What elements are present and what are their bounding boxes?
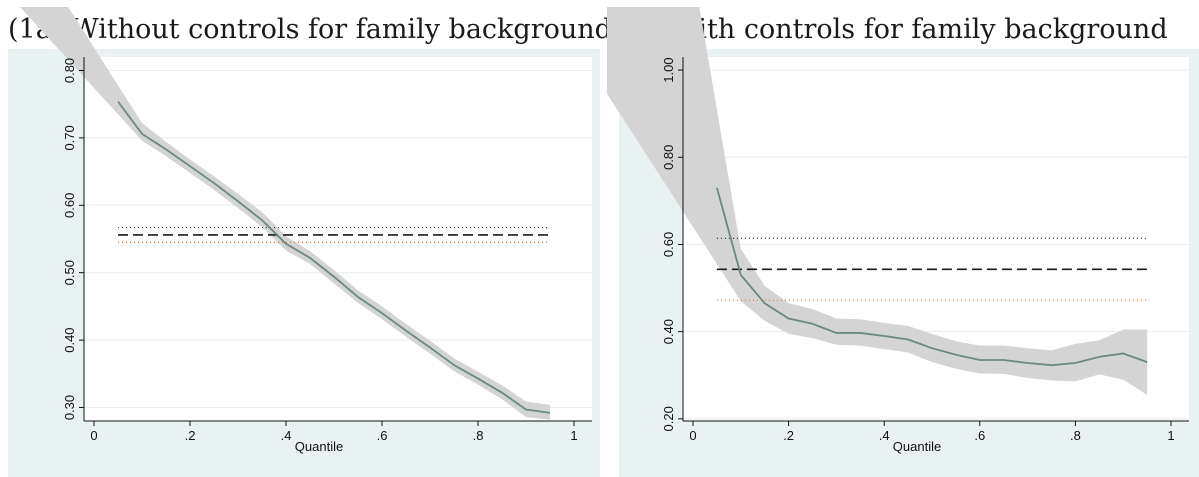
y-tick-label: 0.40 (62, 327, 77, 352)
x-tick-label: .4 (281, 428, 292, 443)
x-tick-label: 0 (689, 428, 696, 443)
y-tick-label: 0.60 (661, 232, 676, 257)
chart-1b-svg: 0.20 0.40 0.60 0.80 1.00 0 .2 .4 .6 .8 1 Quantile (606, 7, 1199, 477)
x-tick-label: 1 (570, 428, 577, 443)
y-tick-label: 0.40 (661, 319, 676, 344)
x-tick-label: 0 (90, 428, 97, 443)
chart-1a-svg: 0.30 0.40 0.50 0.60 0.70 0.80 0 .2 .4 .6 .8 1 Quanti… (8, 7, 600, 477)
x-tick-label: .6 (974, 428, 985, 443)
y-tick-label: 1.00 (661, 57, 676, 82)
x-tick-label: .6 (377, 428, 388, 443)
x-tick-label: 1 (1167, 428, 1174, 443)
y-tick-label: 0.80 (62, 58, 77, 83)
chart-panel-1a: (1a) Without controls for family backgro… (8, 7, 612, 477)
y-tick-label: 0.80 (661, 145, 676, 170)
x-tick-label: .8 (1070, 428, 1081, 443)
y-tick-label: 0.20 (661, 406, 676, 431)
x-tick-label: .2 (185, 428, 196, 443)
y-tick-label: 0.70 (62, 125, 77, 150)
confidence-band (606, 7, 1148, 395)
confidence-band (20, 7, 550, 420)
plot-area (84, 57, 592, 421)
y-tick-label: 0.50 (62, 260, 77, 285)
x-tick-label: .2 (783, 428, 794, 443)
y-tick-label: 0.30 (62, 395, 77, 420)
x-tick-label: .8 (473, 428, 484, 443)
chart-title: (1a) Without controls for family backgro… (8, 14, 612, 45)
x-tick-label: .4 (879, 428, 890, 443)
x-axis-title: Quantile (295, 439, 343, 454)
x-axis-title: Quantile (893, 439, 941, 454)
chart-panel-1b: (1b) With controls for family background… (599, 0, 1199, 477)
y-tick-label: 0.60 (62, 193, 77, 218)
